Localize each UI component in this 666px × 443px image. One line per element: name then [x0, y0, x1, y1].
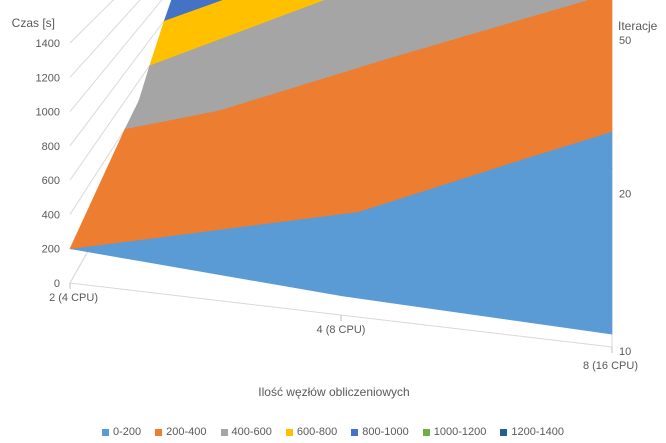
- legend-item: 1000-1200: [422, 426, 487, 438]
- surface-band-200-400: [357, 131, 534, 213]
- y-category-label: 20: [619, 189, 631, 201]
- legend-item: 1200-1400: [500, 426, 564, 438]
- x-category-label: 8 (16 CPU): [583, 360, 638, 372]
- gridline-left-wall: [69, 0, 181, 147]
- legend-item: 200-400: [155, 426, 207, 438]
- legend-label: 1000-1200: [433, 426, 487, 438]
- z-tick-label: 1000: [36, 107, 60, 119]
- legend-label: 400-600: [231, 426, 272, 438]
- legend-swatch: [155, 428, 163, 436]
- y-category-label: 10: [619, 346, 631, 358]
- surface-band-400-600: [138, 0, 378, 102]
- legend-item: 600-800: [285, 426, 338, 438]
- x-category-label: 2 (4 CPU): [49, 292, 98, 304]
- gridline-left-wall: [69, 0, 141, 78]
- legend-swatch: [285, 428, 293, 436]
- z-tick-label: 0: [54, 278, 60, 290]
- z-tick-label: 600: [42, 175, 60, 187]
- legend-label: 800-1000: [362, 426, 409, 438]
- legend-swatch: [422, 428, 430, 436]
- surface-band-400-600: [392, 0, 589, 58]
- axis-labels: 0 200 400 600 800 1000 1200 1400 Czas [s] 2 (4 CP…: [12, 16, 658, 399]
- legend-swatch: [102, 428, 109, 436]
- legend-item: 400-600: [220, 426, 272, 438]
- legend-label: 0-200: [113, 426, 142, 438]
- legend-label: 600-800: [296, 426, 338, 438]
- x-category-label: 4 (8 CPU): [317, 324, 366, 336]
- surface-band-800-1000: [163, 0, 223, 21]
- z-tick-label: 800: [42, 141, 60, 153]
- legend: 0-200 200-400 400-600 600-800 800-1000 1000-1…: [0, 423, 666, 441]
- z-tick-label: 1200: [36, 72, 60, 84]
- legend-item: 800-1000: [351, 426, 409, 438]
- surface-band-400-600: [124, 100, 218, 130]
- legend-swatch: [351, 428, 359, 436]
- gridline-left-wall: [69, 0, 115, 44]
- z-tick-label: 200: [42, 244, 60, 256]
- legend-item: 0-200: [102, 426, 141, 438]
- x-axis-title: Ilość węzłów obliczeniowych: [258, 385, 409, 399]
- z-tick-label: 400: [42, 209, 60, 221]
- z-tick-label: 1400: [36, 38, 60, 50]
- z-axis-title: Czas [s]: [12, 16, 55, 30]
- surface-plot: [69, 0, 614, 335]
- y-axis-title: Iteracje: [618, 19, 658, 33]
- legend-swatch: [500, 428, 508, 436]
- legend-label: 200-400: [166, 426, 207, 438]
- legend-label: 1200-1400: [511, 426, 564, 438]
- gridline-left-wall: [69, 0, 163, 112]
- legend-swatch: [220, 428, 228, 436]
- y-category-label: 50: [619, 35, 631, 47]
